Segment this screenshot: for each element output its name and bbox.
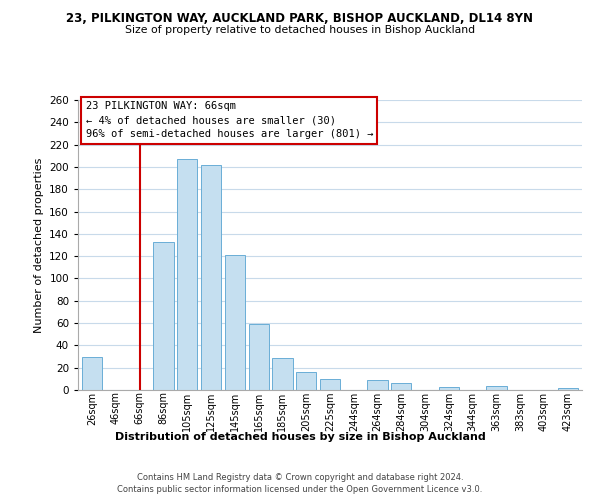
Text: Contains public sector information licensed under the Open Government Licence v3: Contains public sector information licen…: [118, 485, 482, 494]
Text: 23, PILKINGTON WAY, AUCKLAND PARK, BISHOP AUCKLAND, DL14 8YN: 23, PILKINGTON WAY, AUCKLAND PARK, BISHO…: [67, 12, 533, 26]
Bar: [391, 384, 412, 390]
Bar: [177, 159, 197, 390]
Bar: [82, 356, 103, 390]
Bar: [557, 388, 578, 390]
Text: Distribution of detached houses by size in Bishop Auckland: Distribution of detached houses by size …: [115, 432, 485, 442]
Bar: [154, 242, 173, 390]
Bar: [248, 324, 269, 390]
Bar: [272, 358, 293, 390]
Bar: [487, 386, 506, 390]
Bar: [320, 379, 340, 390]
Bar: [201, 164, 221, 390]
Bar: [439, 386, 459, 390]
Y-axis label: Number of detached properties: Number of detached properties: [34, 158, 44, 332]
Text: Contains HM Land Registry data © Crown copyright and database right 2024.: Contains HM Land Registry data © Crown c…: [137, 472, 463, 482]
Bar: [225, 255, 245, 390]
Bar: [367, 380, 388, 390]
Text: 23 PILKINGTON WAY: 66sqm
← 4% of detached houses are smaller (30)
96% of semi-de: 23 PILKINGTON WAY: 66sqm ← 4% of detache…: [86, 102, 373, 140]
Text: Size of property relative to detached houses in Bishop Auckland: Size of property relative to detached ho…: [125, 25, 475, 35]
Bar: [296, 372, 316, 390]
